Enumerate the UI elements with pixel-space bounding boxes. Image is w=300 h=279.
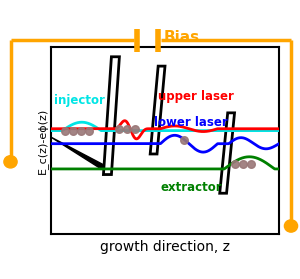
Point (240, 162, 245, 166)
Point (70, 129, 75, 133)
Point (133, 127, 138, 131)
Point (232, 162, 237, 166)
Polygon shape (103, 57, 119, 175)
Y-axis label: E_c(z)-eϕ(z): E_c(z)-eϕ(z) (37, 108, 48, 174)
Point (125, 127, 130, 131)
Point (62, 129, 67, 133)
Polygon shape (51, 137, 111, 169)
Text: upper laser: upper laser (158, 90, 234, 103)
Point (117, 127, 122, 131)
Text: Bias: Bias (164, 30, 200, 45)
Polygon shape (220, 113, 235, 193)
Point (86, 129, 91, 133)
Text: lower laser: lower laser (154, 116, 227, 129)
Point (182, 138, 187, 142)
X-axis label: growth direction, z: growth direction, z (100, 240, 230, 254)
Text: extractor: extractor (160, 181, 222, 194)
Text: injector: injector (54, 93, 105, 107)
Point (78, 129, 83, 133)
Point (248, 162, 253, 166)
Polygon shape (150, 66, 165, 154)
